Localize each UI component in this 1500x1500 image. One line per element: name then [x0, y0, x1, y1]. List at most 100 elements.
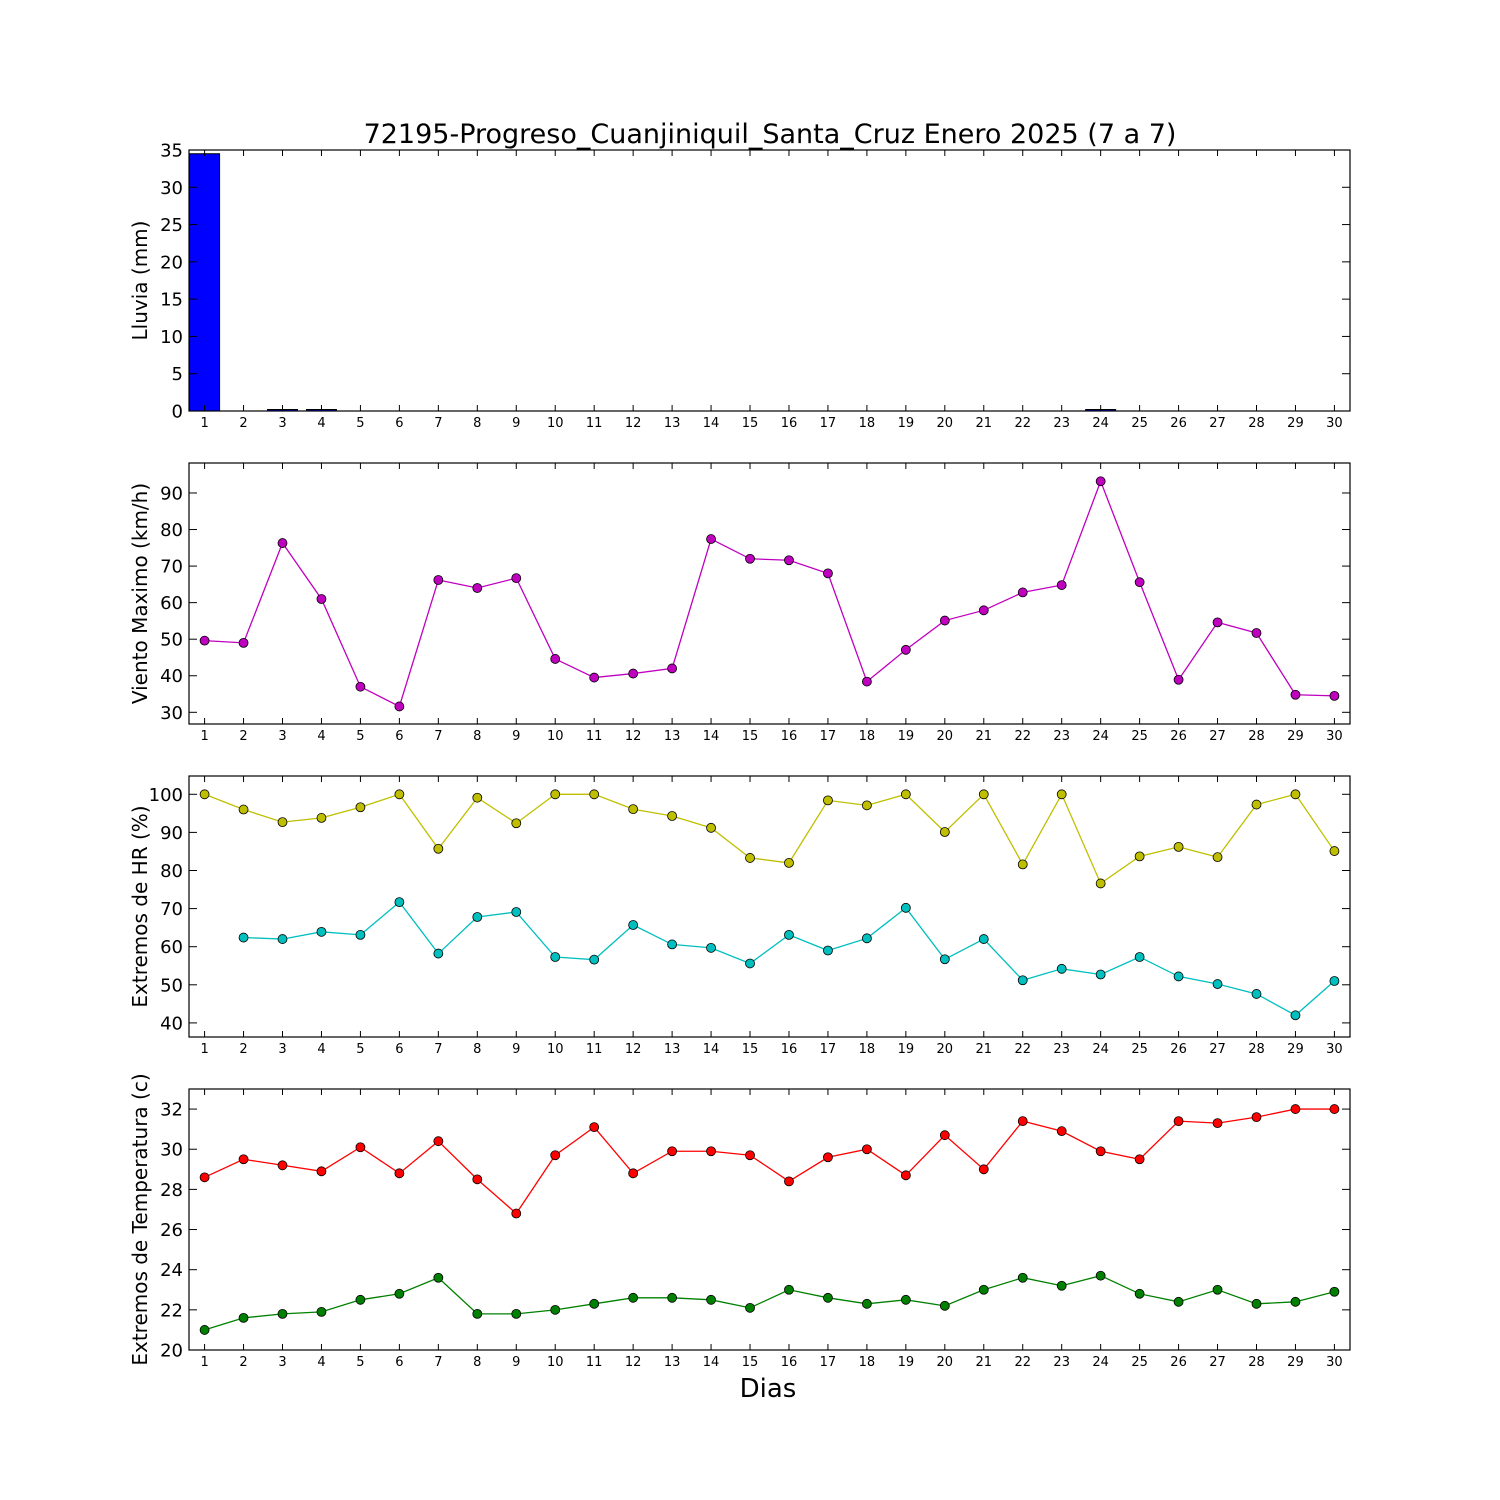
series-2-point-day-29 [1290, 1296, 1301, 1307]
series-2-point-day-21 [978, 1284, 989, 1295]
series-1-point-day-14 [706, 534, 716, 544]
series-1-point-day-8 [472, 1174, 483, 1185]
x-tick-label: 30 [1326, 1042, 1343, 1057]
series-2-point-day-12 [628, 920, 639, 930]
series-1-point-day-3 [277, 817, 288, 828]
series-1-point-day-18 [861, 1144, 872, 1155]
series-1-point-day-7 [433, 575, 444, 585]
series-1-point-day-3 [277, 1160, 288, 1171]
series-1-point-day-13 [667, 663, 678, 674]
series-2-point-day-20 [939, 954, 950, 965]
x-tick-label: 9 [512, 1355, 520, 1370]
x-tick-label: 6 [395, 1042, 403, 1057]
x-tick-label: 18 [859, 1355, 876, 1370]
series-1-point-day-12 [628, 668, 639, 679]
series-1-point-day-14 [706, 822, 716, 833]
series-2-point-day-1 [199, 1325, 210, 1335]
series-1-point-day-17 [823, 568, 833, 579]
series-1-point-day-7 [433, 843, 444, 854]
y-tick-label: 15 [160, 290, 183, 311]
x-tick-label: 2 [239, 416, 247, 431]
x-tick-label: 10 [547, 729, 564, 744]
x-tick-label: 13 [664, 1042, 681, 1057]
series-2-point-day-4 [316, 1306, 327, 1317]
series-1-point-day-19 [900, 644, 911, 655]
x-tick-label: 20 [937, 729, 954, 744]
series-2-point-day-19 [900, 1294, 911, 1305]
series-2-point-day-7 [433, 948, 444, 959]
series-1-point-day-30 [1329, 846, 1340, 856]
x-tick-label: 7 [434, 1042, 442, 1057]
x-tick-label: 24 [1092, 1355, 1109, 1370]
series-2-point-day-27 [1212, 1284, 1223, 1295]
series-1-point-day-22 [1017, 1116, 1028, 1127]
y-tick-label: 60 [160, 593, 183, 614]
series-2-point-day-14 [706, 1294, 716, 1305]
x-tick-label: 30 [1326, 1355, 1343, 1370]
y-tick-label: 0 [172, 402, 183, 423]
x-tick-label: 6 [395, 729, 403, 744]
x-tick-label: 2 [239, 1355, 247, 1370]
y-tick-label: 80 [160, 520, 183, 541]
y-axis-label: Extremos de HR (%) [128, 805, 152, 1007]
series-1-point-day-11 [589, 1122, 600, 1133]
series-2-point-day-17 [823, 1292, 833, 1303]
x-tick-label: 27 [1209, 1042, 1226, 1057]
series-2-point-day-17 [823, 945, 833, 956]
x-tick-label: 2 [239, 1042, 247, 1057]
series-1-point-day-4 [316, 594, 327, 604]
x-tick-label: 14 [703, 1042, 720, 1057]
series-1-point-day-25 [1134, 851, 1145, 862]
plot-frame [188, 1088, 1351, 1351]
series-1-point-day-7 [433, 1136, 444, 1147]
series-1-point-day-10 [550, 654, 561, 664]
series-2-point-day-16 [784, 1284, 794, 1295]
series-2-point-day-8 [472, 912, 483, 922]
x-tick-label: 2 [239, 729, 247, 744]
x-tick-label: 30 [1326, 416, 1343, 431]
series-2-point-day-15 [745, 1302, 755, 1313]
series-2-point-day-10 [550, 952, 561, 962]
series-2-point-day-4 [316, 926, 327, 937]
series-1-point-day-27 [1212, 1118, 1223, 1129]
y-tick-label: 25 [160, 215, 183, 236]
x-tick-label: 15 [742, 729, 759, 744]
series-2-point-day-13 [667, 939, 678, 950]
series-2-point-day-2 [238, 932, 249, 943]
x-tick-label: 23 [1053, 416, 1070, 431]
series-1-point-day-25 [1134, 577, 1145, 588]
series-1-point-day-24 [1095, 476, 1106, 487]
series-1-point-day-19 [900, 1170, 911, 1181]
y-tick-label: 50 [160, 630, 183, 651]
x-tick-label: 21 [976, 1042, 993, 1057]
x-tick-label: 16 [781, 1355, 798, 1370]
x-tick-label: 1 [200, 416, 208, 431]
x-tick-label: 18 [859, 416, 876, 431]
series-1-point-day-23 [1056, 580, 1067, 590]
x-tick-label: 7 [434, 1355, 442, 1370]
series-2-point-day-26 [1173, 1296, 1184, 1307]
series-2-point-day-12 [628, 1292, 639, 1303]
series-1-point-day-18 [861, 676, 872, 687]
x-tick-label: 29 [1287, 1042, 1304, 1057]
series-1-point-day-15 [745, 853, 755, 863]
x-tick-label: 15 [742, 1355, 759, 1370]
x-tick-label: 25 [1131, 729, 1148, 744]
series-1-point-day-24 [1095, 1146, 1106, 1157]
x-tick-label: 23 [1053, 1355, 1070, 1370]
series-1-line [204, 479, 1335, 708]
y-axis-label: Extremos de Temperatura (c) [128, 1073, 152, 1365]
x-tick-label: 3 [278, 729, 286, 744]
y-tick-label: 40 [160, 666, 183, 687]
x-tick-label: 16 [781, 416, 798, 431]
x-tick-label: 4 [317, 416, 325, 431]
series-1-point-day-8 [472, 583, 483, 593]
x-tick-label: 13 [664, 416, 681, 431]
y-axis-label: Viento Maximo (km/h) [128, 483, 152, 704]
x-tick-label: 8 [473, 729, 481, 744]
x-tick-label: 17 [820, 729, 837, 744]
x-tick-label: 1 [200, 1355, 208, 1370]
